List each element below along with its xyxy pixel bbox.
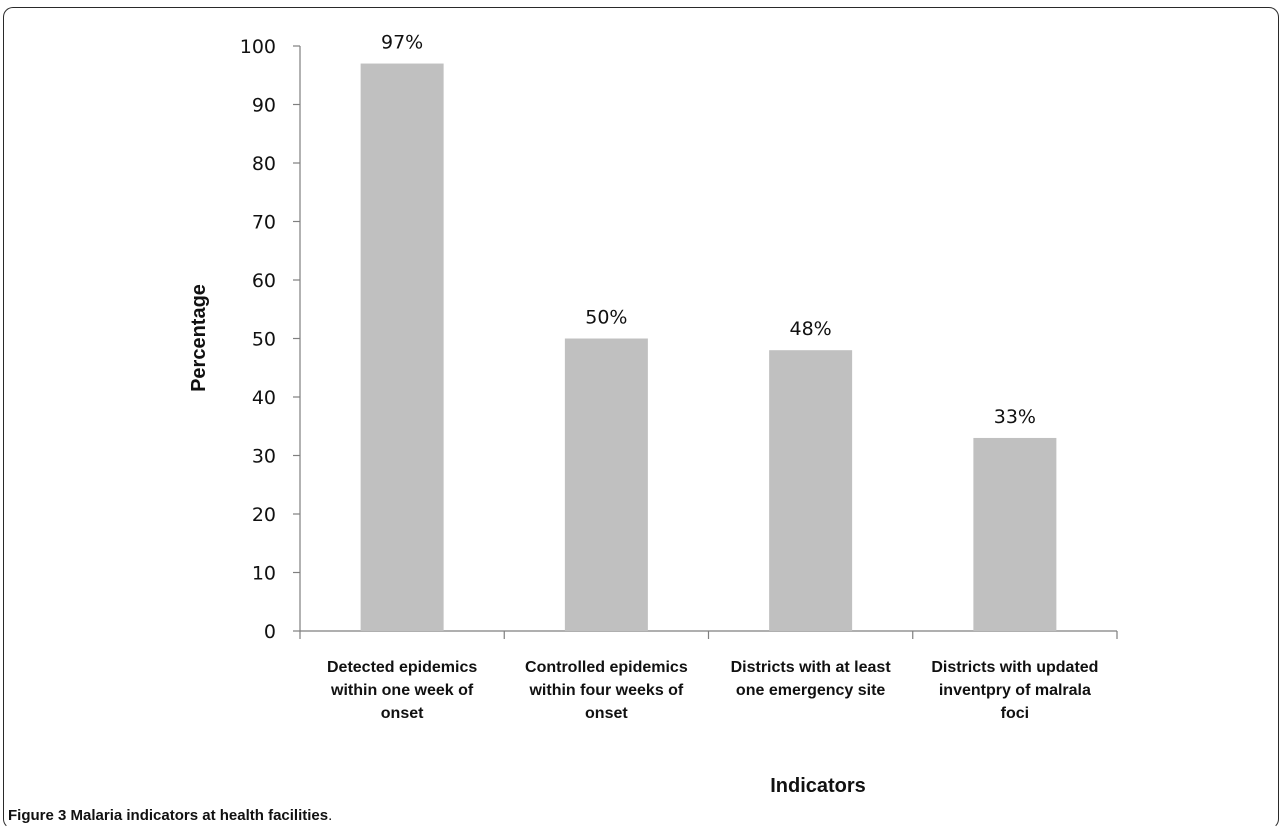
y-tick-label: 80 xyxy=(252,153,276,175)
y-tick-label: 40 xyxy=(252,387,276,409)
data-label: 48% xyxy=(790,318,832,340)
y-tick-label: 70 xyxy=(252,212,276,234)
category-label-line: Detected epidemics xyxy=(327,659,477,676)
bar xyxy=(564,338,648,631)
figure-frame xyxy=(3,7,1279,829)
y-tick-label: 100 xyxy=(240,36,276,58)
category-label: Districts with updated inventpry of malra… xyxy=(931,659,1098,722)
caption-end: . xyxy=(328,807,333,824)
category-label-line: Districts with at least xyxy=(731,659,892,676)
bars xyxy=(360,63,1057,632)
data-label: 50% xyxy=(585,307,627,329)
y-tick-label: 20 xyxy=(252,504,276,526)
category-label-line: Districts with updated xyxy=(931,659,1098,676)
figure-caption: Figure 3 Malaria indicators at health fa… xyxy=(8,807,332,824)
bar xyxy=(973,437,1057,631)
category-label-line: within four weeks of xyxy=(528,682,683,699)
y-tick-label: 10 xyxy=(252,563,276,585)
x-axis-title: Indicators xyxy=(770,775,866,797)
labels: 97% Detected epidemics within one week of o… xyxy=(327,32,1098,722)
category-label-line: inventpry of malrala xyxy=(939,682,1091,699)
y-tick-label: 50 xyxy=(252,329,276,351)
y-tick-label: 30 xyxy=(252,446,276,468)
data-label: 97% xyxy=(381,32,423,54)
category-label-line: onset xyxy=(585,705,628,722)
bar xyxy=(769,350,853,631)
category-label: Controlled epidemics within four weeks of… xyxy=(525,659,688,722)
category-label-line: onset xyxy=(381,705,424,722)
caption-text: Malaria indicators at health facilities xyxy=(70,807,329,824)
data-label: 33% xyxy=(994,406,1036,428)
category-label: Districts with at least one emergency sit… xyxy=(731,659,892,699)
y-tick-label: 60 xyxy=(252,270,276,292)
category-label-line: within one week of xyxy=(330,682,474,699)
category-label-line: Controlled epidemics xyxy=(525,659,688,676)
y-tick-label: 0 xyxy=(264,621,276,643)
category-label: Detected epidemics within one week of onse… xyxy=(327,659,477,722)
category-label-line: foci xyxy=(1001,705,1029,722)
y-tick-label: 90 xyxy=(252,95,276,117)
bar xyxy=(360,63,444,632)
category-label-line: one emergency site xyxy=(736,682,886,699)
caption-label: Figure 3 xyxy=(8,807,67,824)
y-axis-title: Percentage xyxy=(188,284,210,392)
